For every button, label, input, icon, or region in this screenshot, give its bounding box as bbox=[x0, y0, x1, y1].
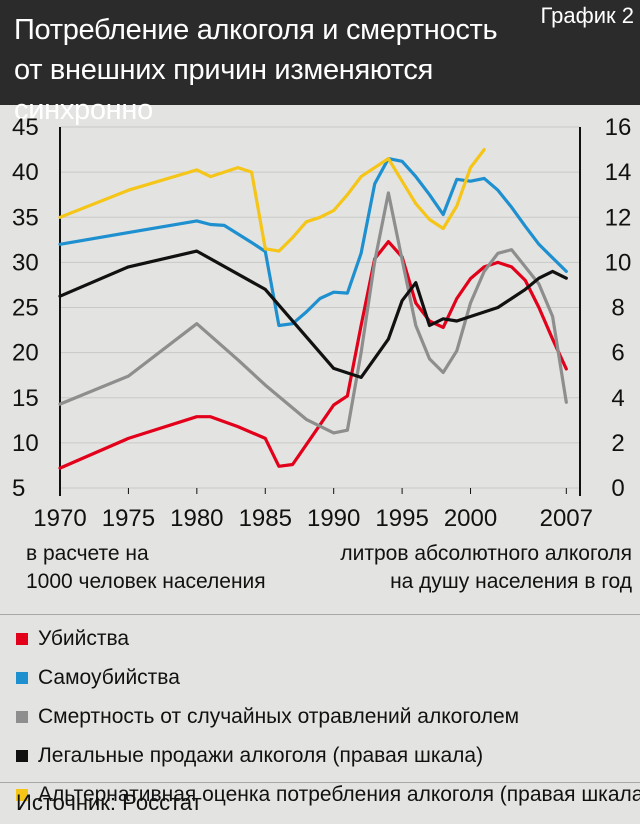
title-line-2: от внешних причин изменяются синхронно bbox=[14, 54, 433, 126]
left-tick-label: 30 bbox=[12, 249, 39, 276]
divider-source bbox=[0, 782, 640, 783]
legend-label-suicides: Самоубийства bbox=[38, 666, 180, 689]
left-tick-label: 5 bbox=[12, 475, 25, 502]
legend-swatch-homicides bbox=[16, 633, 28, 645]
x-tick-label: 2007 bbox=[540, 505, 593, 532]
right-unit-line-2: на душу населения в год bbox=[390, 570, 632, 593]
series-lines bbox=[58, 147, 568, 470]
x-tick-label: 1975 bbox=[102, 505, 155, 532]
homicides-line bbox=[58, 240, 568, 470]
left-tick-label: 45 bbox=[12, 114, 39, 141]
legend-item-poisoning: Смертность от случайных отравлений алког… bbox=[10, 700, 640, 739]
legend-item-suicides: Самоубийства bbox=[10, 661, 640, 700]
right-tick-label: 14 bbox=[605, 159, 632, 186]
suicides-line bbox=[58, 156, 568, 328]
legend-label-alt-estimate: Альтернативная оценка потребления алкого… bbox=[38, 783, 640, 806]
right-tick-label: 16 bbox=[605, 114, 632, 141]
left-axis-unit-note: в расчете на 1000 человек населения bbox=[26, 540, 266, 596]
right-unit-line-1: литров абсолютного алкоголя bbox=[340, 542, 632, 565]
x-tick-label: 1995 bbox=[375, 505, 428, 532]
left-tick-label: 25 bbox=[12, 295, 39, 322]
left-tick-label: 35 bbox=[12, 204, 39, 231]
legend-item-legal-sales: Легальные продажи алкоголя (правая шкала… bbox=[10, 739, 640, 778]
legend-item-alt-estimate: Альтернативная оценка потребления алкого… bbox=[10, 778, 640, 817]
right-tick-label: 0 bbox=[611, 475, 624, 502]
legend: Убийства Самоубийства Смертность от случ… bbox=[10, 622, 640, 817]
left-tick-label: 10 bbox=[12, 430, 39, 457]
legend-label-homicides: Убийства bbox=[38, 627, 130, 650]
x-tick-label: 2000 bbox=[444, 505, 497, 532]
x-tick-label: 1990 bbox=[307, 505, 360, 532]
x-tick-label: 1985 bbox=[239, 505, 292, 532]
divider bbox=[0, 614, 640, 615]
legend-swatch-poisoning bbox=[16, 711, 28, 723]
chart-header: Потребление алкоголя и смертность от вне… bbox=[0, 0, 640, 126]
legend-swatch-alt-estimate bbox=[16, 789, 28, 801]
legend-label-legal-sales: Легальные продажи алкоголя (правая шкала… bbox=[38, 744, 484, 767]
x-tick-label: 1970 bbox=[33, 505, 86, 532]
title-line-1: Потребление алкоголя и смертность bbox=[14, 14, 498, 46]
x-tick-label: 1980 bbox=[170, 505, 223, 532]
legend-label-poisoning: Смертность от случайных отравлений алког… bbox=[38, 705, 520, 728]
line-chart: 5 10 15 20 25 30 35 40 45 0 2 4 6 8 10 12 14 16 1970 1975 19… bbox=[12, 114, 631, 532]
tick-labels: 5 10 15 20 25 30 35 40 45 0 2 4 6 8 10 12 14 16 1970 1975 19… bbox=[12, 114, 631, 532]
left-unit-line-1: в расчете на bbox=[26, 542, 149, 565]
alt-estimate-line bbox=[58, 147, 486, 253]
chart-number-tag: График 2 bbox=[540, 3, 634, 28]
right-tick-label: 6 bbox=[611, 340, 624, 367]
source-note: Источник: Росстат bbox=[16, 790, 202, 815]
legend-swatch-legal-sales bbox=[16, 750, 28, 762]
right-tick-label: 8 bbox=[611, 295, 624, 322]
right-tick-label: 12 bbox=[605, 204, 632, 231]
legend-swatch-suicides bbox=[16, 672, 28, 684]
legend-item-homicides: Убийства bbox=[10, 622, 640, 661]
left-tick-label: 40 bbox=[12, 159, 39, 186]
chart-title: Потребление алкоголя и смертность от вне… bbox=[14, 10, 554, 130]
right-axis-unit-note: литров абсолютного алкоголя на душу насе… bbox=[340, 540, 632, 596]
legal-sales-line bbox=[58, 249, 568, 379]
left-tick-label: 15 bbox=[12, 385, 39, 412]
right-tick-label: 10 bbox=[605, 249, 632, 276]
left-tick-label: 20 bbox=[12, 340, 39, 367]
right-tick-label: 2 bbox=[611, 430, 624, 457]
alcohol-poisoning-line bbox=[58, 191, 568, 435]
right-tick-label: 4 bbox=[611, 385, 624, 412]
left-unit-line-2: 1000 человек населения bbox=[26, 570, 266, 593]
axes bbox=[59, 127, 581, 496]
